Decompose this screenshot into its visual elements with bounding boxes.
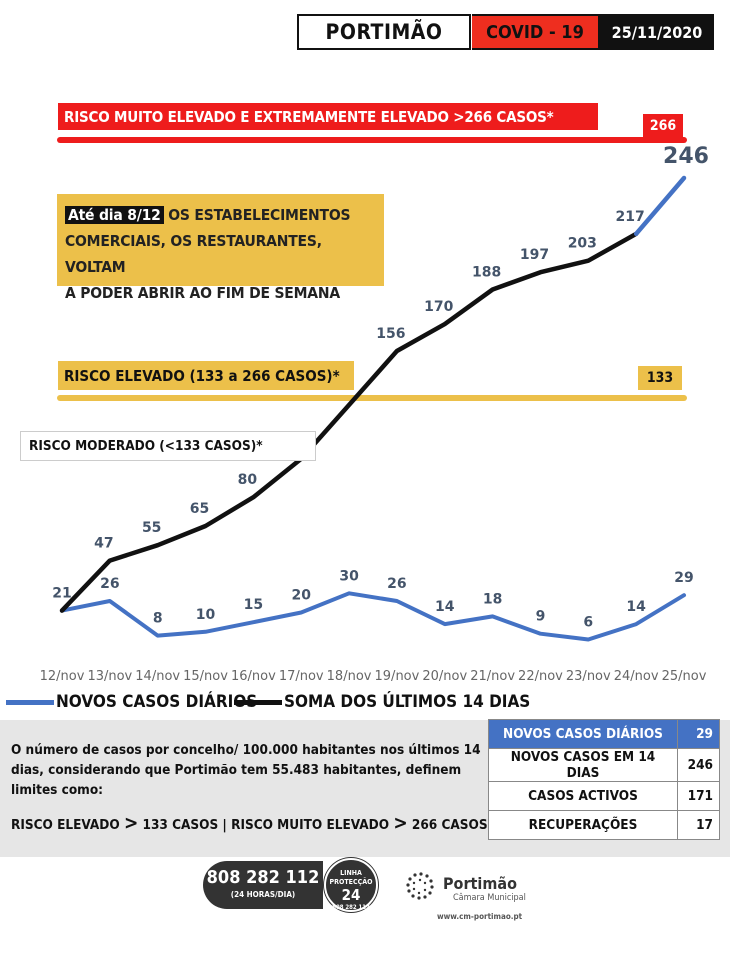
x-tick-label: 24/nov xyxy=(614,669,659,684)
series-line-sum-last-segment xyxy=(633,175,687,237)
stats-row: NOVOS CASOS EM 14 DIAS 246 xyxy=(488,748,720,782)
legend-daily-label: NOVOS CASOS DIÁRIOS xyxy=(56,692,258,712)
info-description: O número de casos por concelho/ 100.000 … xyxy=(11,742,481,798)
x-tick-label: 17/nov xyxy=(279,669,324,684)
data-label-sum: 188 xyxy=(472,265,501,281)
series-line-daily xyxy=(60,591,686,642)
series-line-sum xyxy=(59,231,639,613)
badge-number: 24 xyxy=(341,886,361,904)
stats-label: NOVOS CASOS DIÁRIOS xyxy=(488,719,678,749)
x-tick-label: 25/nov xyxy=(662,669,707,684)
risk-very-high-label: RISCO MUITO ELEVADO E EXTREMAMENTE ELEVA… xyxy=(58,103,598,130)
reopening-notice: Até dia 8/12 OS ESTABELECIMENTOS COMERCI… xyxy=(57,194,384,302)
x-tick-label: 12/nov xyxy=(40,669,85,684)
stats-label: RECUPERAÇÕES xyxy=(488,810,678,840)
risk-very-high-threshold: 266 xyxy=(643,114,683,138)
x-tick-label: 21/nov xyxy=(470,669,515,684)
limit-high-prefix: RISCO ELEVADO xyxy=(11,817,124,833)
risk-high-threshold: 133 xyxy=(638,366,682,390)
data-label-daily: 26 xyxy=(100,576,119,592)
data-label-sum: 156 xyxy=(376,326,405,342)
limit-very-high-value: 266 CASOS xyxy=(407,817,488,833)
stats-value: 246 xyxy=(677,748,720,782)
badge-top: LINHA xyxy=(340,869,362,877)
notice-line-3: A PODER ABRIR AO FIM DE SEMANA xyxy=(65,284,340,302)
portimao-logo-icon xyxy=(406,872,434,900)
helpline-badge-icon: LINHA PROTECÇÃO 24 808 282 112 xyxy=(324,858,378,912)
data-label-daily: 20 xyxy=(291,588,311,604)
data-label-daily: 15 xyxy=(244,597,263,613)
data-label-daily: 14 xyxy=(435,599,455,615)
limit-high-symbol: > xyxy=(123,812,139,834)
town-title: PORTIMÃO xyxy=(297,14,471,50)
x-tick-label: 22/nov xyxy=(518,669,563,684)
data-label-daily: 10 xyxy=(196,607,216,623)
logo-name: Portimão xyxy=(443,874,517,893)
notice-line-2: COMERCIAIS, OS RESTAURANTES, VOLTAM xyxy=(65,232,322,276)
legend-sum-label: SOMA DOS ÚLTIMOS 14 DIAS xyxy=(284,692,531,712)
logo-url: www.cm-portimao.pt xyxy=(437,912,523,921)
data-label-daily: 14 xyxy=(626,599,646,615)
data-label-sum: 47 xyxy=(94,536,113,552)
risk-limits: RISCO ELEVADO > 133 CASOS | RISCO MUITO … xyxy=(11,812,488,834)
notice-date-highlight: Até dia 8/12 xyxy=(65,206,164,224)
data-label-sum: 55 xyxy=(142,520,161,536)
badge-mid: PROTECÇÃO xyxy=(329,878,373,886)
stats-label: NOVOS CASOS EM 14 DIAS xyxy=(488,748,678,782)
data-label-sum: 203 xyxy=(568,236,597,252)
stats-value: 29 xyxy=(677,719,720,749)
x-tick-label: 19/nov xyxy=(375,669,420,684)
data-label-daily: 30 xyxy=(339,568,359,584)
data-label-daily: 26 xyxy=(387,576,406,592)
stats-label: CASOS ACTIVOS xyxy=(488,781,678,811)
data-label-sum: 65 xyxy=(190,501,209,517)
data-label-sum: 197 xyxy=(520,247,549,263)
risk-moderate-label: RISCO MODERADO (<133 CASOS)* xyxy=(20,431,316,461)
x-tick-label: 23/nov xyxy=(566,669,611,684)
legend-daily: NOVOS CASOS DIÁRIOS xyxy=(6,692,257,712)
helpline-box: 808 282 112 (24 HORAS/DIA) xyxy=(203,861,323,909)
data-label-daily: 18 xyxy=(483,591,502,607)
stats-value: 171 xyxy=(677,781,720,811)
limit-high-value: 133 CASOS | RISCO MUITO ELEVADO xyxy=(138,817,394,833)
x-tick-label: 18/nov xyxy=(327,669,372,684)
data-label-sum: 80 xyxy=(238,472,258,488)
stats-row: NOVOS CASOS DIÁRIOS 29 xyxy=(488,719,720,749)
data-label-daily: 21 xyxy=(52,586,71,602)
x-tick-label: 20/nov xyxy=(422,669,467,684)
badge-phone: 808 282 112 xyxy=(332,904,370,911)
logo-subtitle: Câmara Municipal xyxy=(453,893,526,903)
cases-line-chart: 2126810152030261418961429475565801001561… xyxy=(40,137,709,684)
data-label-sum: 246 xyxy=(663,144,709,169)
limit-very-high-symbol: > xyxy=(393,812,408,834)
data-label-sum: 170 xyxy=(424,299,453,315)
legend-sum: SOMA DOS ÚLTIMOS 14 DIAS xyxy=(234,692,530,712)
report-date: 25/11/2020 xyxy=(600,14,714,50)
x-tick-label: 15/nov xyxy=(183,669,228,684)
helpline-number: 808 282 112 xyxy=(206,867,320,888)
data-label-daily: 29 xyxy=(674,570,693,586)
data-label-daily: 9 xyxy=(536,609,546,625)
stats-row: CASOS ACTIVOS 171 xyxy=(488,781,720,811)
x-tick-label: 13/nov xyxy=(87,669,132,684)
legend-sum-swatch xyxy=(234,699,282,705)
stats-row: RECUPERAÇÕES 17 xyxy=(488,810,720,840)
notice-line-1: OS ESTABELECIMENTOS xyxy=(163,206,351,224)
data-label-sum: 217 xyxy=(616,209,645,225)
helpline-hours: (24 HORAS/DIA) xyxy=(230,890,296,899)
data-label-daily: 6 xyxy=(583,614,593,630)
x-tick-label: 16/nov xyxy=(231,669,276,684)
risk-high-label: RISCO ELEVADO (133 a 266 CASOS)* xyxy=(58,361,354,390)
stats-value: 17 xyxy=(677,810,720,840)
covid-badge: COVID - 19 xyxy=(472,14,600,50)
stats-table: NOVOS CASOS DIÁRIOS 29 NOVOS CASOS EM 14… xyxy=(488,719,720,840)
x-tick-label: 14/nov xyxy=(135,669,180,684)
legend-daily-swatch xyxy=(6,699,54,705)
data-label-daily: 8 xyxy=(153,611,163,627)
